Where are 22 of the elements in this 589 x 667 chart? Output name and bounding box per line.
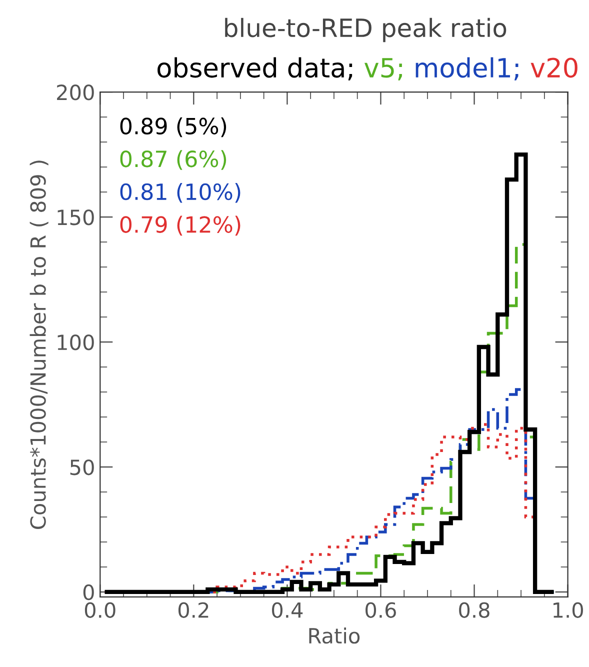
x-tick-label: 0.2 — [178, 602, 208, 618]
x-axis-title: Ratio — [309, 628, 360, 644]
x-tick-label: 0.8 — [459, 602, 490, 618]
x-tick-label: 0.6 — [366, 602, 396, 618]
x-tick-label: 0.0 — [84, 602, 116, 618]
annotation: 0.87 (6%) — [120, 150, 226, 170]
y-tick-label: 100 — [58, 334, 94, 350]
text: model1; — [416, 57, 518, 80]
y-tick-label: 150 — [58, 209, 94, 226]
annotation: 0.79 (12%) — [120, 216, 240, 236]
annotation: 0.89 (5%) — [120, 117, 226, 138]
annotation: 0.81 (10%) — [120, 182, 240, 203]
x-tick-label: 0.4 — [272, 602, 303, 618]
chart-title: blue-to-RED peak ratio — [225, 18, 506, 42]
y-tick-label: 0 — [83, 584, 94, 600]
y-tick-label: 200 — [57, 84, 94, 100]
x-tick-label: 1.0 — [554, 602, 583, 618]
text: v20 — [530, 58, 578, 78]
text: observed data; — [158, 57, 352, 80]
y-axis-title: Counts*1000/Number b to R ( 809 ) — [30, 160, 48, 529]
text: v5; — [364, 58, 402, 80]
y-tick-label: 50 — [70, 459, 94, 476]
